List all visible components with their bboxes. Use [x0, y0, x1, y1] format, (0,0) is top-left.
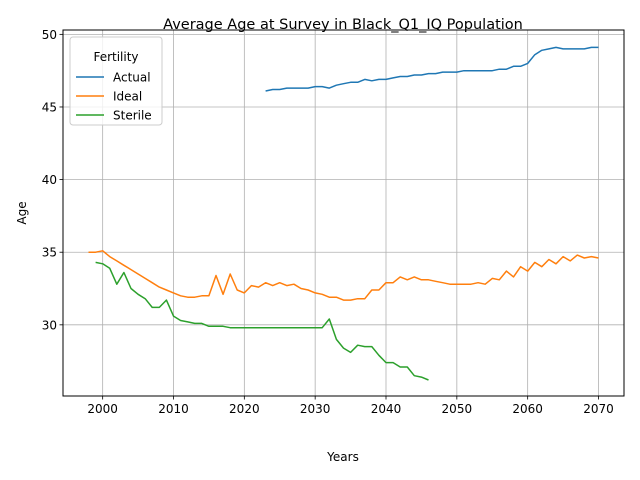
- legend-label-sterile: Sterile: [113, 109, 152, 123]
- chart-title: Average Age at Survey in Black_Q1_IQ Pop…: [163, 17, 523, 33]
- y-axis-ticks: 30 35 40 45 50: [42, 28, 63, 332]
- y-axis-label: Age: [15, 201, 29, 224]
- y-tick-label: 40: [42, 173, 57, 187]
- series-line-sterile: [95, 261, 429, 381]
- x-tick-label: 2040: [371, 402, 402, 416]
- x-tick-label: 2060: [512, 402, 543, 416]
- legend-label-actual: Actual: [113, 71, 151, 85]
- y-tick-label: 45: [42, 100, 57, 114]
- plot-frame: [62, 29, 625, 397]
- series-line-actual: [265, 46, 599, 92]
- x-axis-ticks: 2000 2010 2020 2030 2040 2050 2060 2070: [87, 396, 614, 416]
- x-tick-label: 2020: [229, 402, 260, 416]
- y-tick-label: 30: [42, 318, 57, 332]
- legend: Fertility Actual Ideal Sterile: [69, 36, 163, 126]
- x-tick-label: 2010: [158, 402, 189, 416]
- x-tick-label: 2000: [87, 402, 118, 416]
- legend-box: [69, 36, 163, 126]
- x-axis-label: Years: [326, 450, 359, 464]
- y-tick-label: 35: [42, 246, 57, 260]
- x-tick-label: 2030: [300, 402, 331, 416]
- legend-label-ideal: Ideal: [113, 90, 142, 104]
- x-tick-label: 2050: [442, 402, 473, 416]
- legend-title: Fertility: [93, 50, 138, 64]
- y-tick-label: 50: [42, 28, 57, 42]
- series-lines: [88, 46, 599, 381]
- x-tick-label: 2070: [583, 402, 614, 416]
- series-line-ideal: [88, 250, 599, 301]
